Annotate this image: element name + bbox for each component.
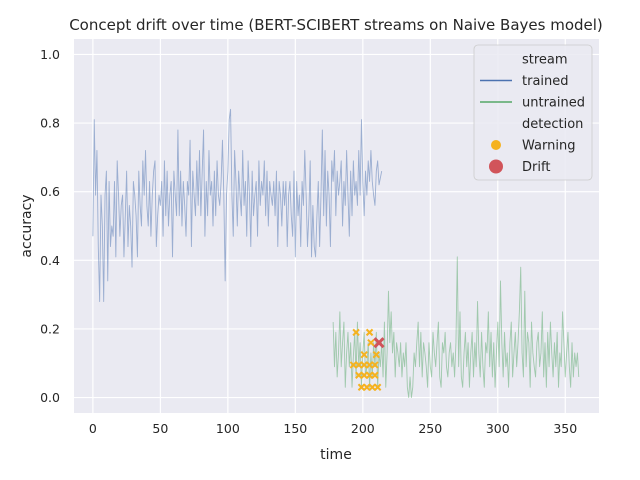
legend-label-Warning: Warning — [522, 139, 575, 154]
series-line-trained — [92, 108, 383, 302]
warning-marker-2 — [367, 338, 375, 347]
legend-box — [473, 44, 593, 181]
y-tick-label-4: 0.8 — [40, 116, 60, 131]
legend-group-title-1: detection — [522, 117, 583, 132]
x-tick-label-6: 300 — [486, 421, 510, 436]
x-tick-label-7: 350 — [553, 421, 577, 436]
legend-group-title-0: stream — [522, 53, 568, 68]
x-tick-label-0: 0 — [89, 421, 97, 436]
x-tick-label-1: 50 — [152, 421, 168, 436]
series-layer — [92, 108, 580, 399]
x-tick-label-5: 250 — [418, 421, 442, 436]
x-axis-label: time — [320, 447, 352, 463]
warning-marker-1 — [365, 328, 374, 337]
legend-label-trained: trained — [522, 74, 569, 89]
legend: stream trained untrained detection Warning Dr… — [473, 44, 593, 181]
y-axis-label: accuracy — [19, 194, 35, 257]
warning-marker-0 — [352, 328, 360, 337]
legend-swatch-Warning — [491, 140, 501, 150]
drift-marker-0 — [373, 337, 385, 349]
detection-markers — [349, 328, 385, 391]
y-tick-label-3: 0.6 — [40, 184, 60, 199]
x-tick-label-2: 100 — [216, 421, 240, 436]
y-tick-label-0: 0.0 — [40, 390, 60, 405]
tick-labels: 0 50 100 150 200 250 300 350 0.0 0.2 0.4 0.6 0.8 1.0 — [40, 47, 577, 436]
warning-marker-4 — [372, 350, 381, 359]
x-tick-label-3: 150 — [283, 421, 307, 436]
y-tick-label-1: 0.2 — [40, 321, 60, 336]
series-line-untrained — [332, 256, 580, 399]
legend-label-untrained: untrained — [522, 96, 585, 111]
warning-marker-3 — [360, 350, 368, 359]
legend-swatch-Drift — [489, 159, 503, 174]
warning-marker-13 — [371, 371, 379, 379]
legend-label-Drift: Drift — [522, 160, 550, 175]
warning-marker-17 — [373, 383, 382, 391]
warning-marker-9 — [371, 361, 379, 369]
y-tick-label-5: 1.0 — [40, 47, 60, 62]
y-tick-label-2: 0.4 — [40, 253, 60, 268]
x-tick-label-4: 200 — [351, 421, 375, 436]
chart-title: Concept drift over time (BERT-SCIBERT st… — [69, 16, 603, 34]
